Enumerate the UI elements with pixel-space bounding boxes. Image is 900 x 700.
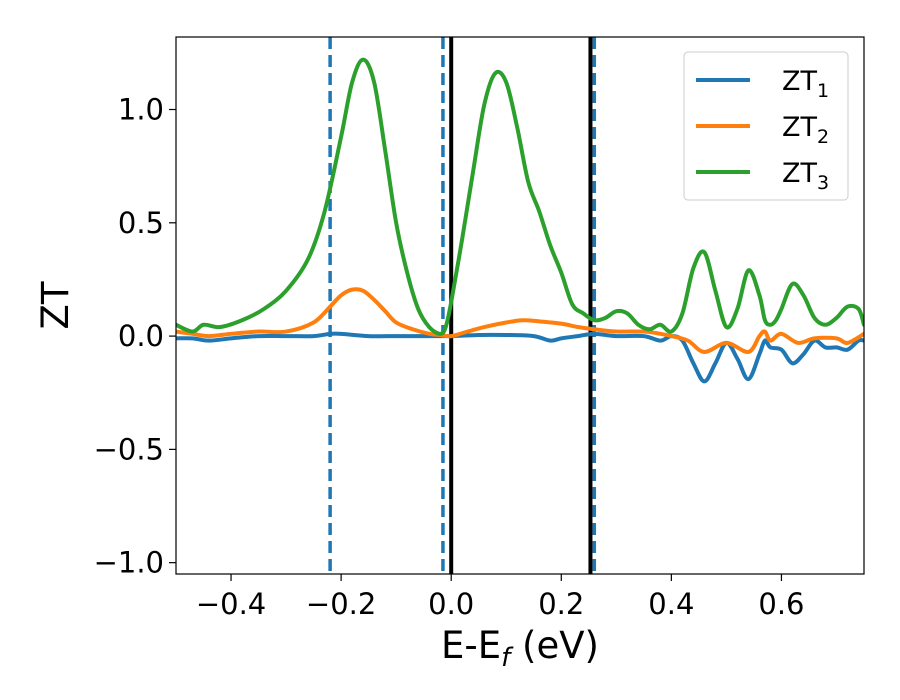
x-axis-label-unit: (eV) <box>510 624 599 667</box>
y-tick-label: 1.0 <box>118 93 164 127</box>
x-axis-ticks: −0.4 −0.2 0.0 0.2 0.4 0.6 <box>196 574 805 621</box>
plot-area-frame <box>175 36 865 575</box>
x-tick-label: 0.0 <box>428 587 474 621</box>
x-axis-label-main: E-E <box>441 624 501 667</box>
x-axis-label: E-Ef (eV) <box>441 624 599 673</box>
series-line-zt1 <box>176 331 864 384</box>
reference-lines <box>328 37 597 574</box>
x-tick-label: 0.6 <box>758 587 804 621</box>
series-line-zt2 <box>176 287 864 354</box>
y-tick-label: −0.5 <box>94 432 164 466</box>
legend-label-zt1: ZT1 <box>782 66 829 102</box>
legend-label-zt3: ZT3 <box>782 158 829 194</box>
y-axis-label: ZT <box>34 281 77 329</box>
series-line-zt3 <box>176 57 864 336</box>
series-lines <box>176 57 864 384</box>
y-tick-label: −1.0 <box>94 546 164 580</box>
legend: ZT1 ZT2 ZT3 <box>683 51 849 201</box>
x-tick-label: 0.2 <box>538 587 584 621</box>
y-tick-label: 0.5 <box>118 206 164 240</box>
y-axis-ticks: −1.0 −0.5 0.0 0.5 1.0 <box>94 93 176 580</box>
x-tick-label: −0.4 <box>196 587 266 621</box>
x-tick-label: 0.4 <box>648 587 694 621</box>
legend-label-zt2: ZT2 <box>782 112 829 148</box>
x-tick-label: −0.2 <box>306 587 376 621</box>
legend-box <box>683 51 849 201</box>
y-tick-label: 0.0 <box>118 319 164 353</box>
